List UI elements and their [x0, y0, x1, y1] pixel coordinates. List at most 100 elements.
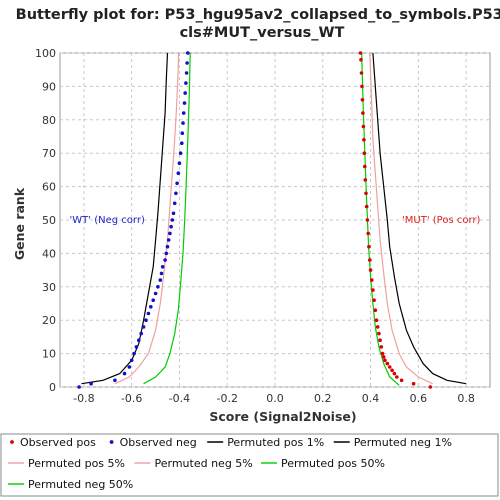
data-point — [165, 244, 170, 249]
data-point — [364, 204, 369, 209]
legend-label: Permuted pos 1% — [227, 436, 324, 449]
data-point — [387, 365, 392, 369]
x-tick-label: 0.4 — [362, 392, 380, 405]
series-line-permuted-neg-1- — [81, 52, 169, 385]
data-point — [169, 224, 173, 229]
data-point — [181, 111, 186, 115]
data-point — [395, 375, 399, 379]
data-point — [153, 291, 158, 296]
legend-label: Permuted pos 50% — [281, 457, 385, 470]
data-point — [182, 101, 187, 105]
legend: Observed pos Observed neg Permuted pos 1% P… — [0, 433, 499, 497]
series-line-permuted-pos-1- — [372, 52, 467, 385]
data-point — [180, 141, 184, 145]
data-point — [385, 361, 390, 366]
data-point — [174, 191, 178, 196]
series-line-permuted-neg-50- — [143, 52, 191, 385]
x-tick-label: -0.8 — [73, 392, 94, 405]
legend-label: Permuted neg 1% — [354, 436, 452, 449]
data-point — [144, 318, 148, 323]
data-point — [380, 351, 385, 356]
data-point — [141, 325, 146, 329]
data-point — [377, 331, 381, 336]
data-point — [378, 338, 382, 343]
data-point — [363, 164, 367, 169]
data-point — [185, 61, 189, 65]
data-point — [164, 251, 169, 256]
data-point — [366, 231, 371, 236]
data-point — [151, 298, 155, 303]
annotation-layer: 'WT' (Neg corr) 'MUT' (Pos corr) — [70, 215, 481, 226]
data-point — [374, 318, 379, 323]
legend-box — [0, 433, 499, 497]
y-tick-label: 40 — [42, 247, 56, 260]
data-point — [362, 138, 366, 142]
data-point — [360, 84, 364, 89]
y-tick-label: 0 — [49, 381, 56, 394]
legend-marker — [10, 440, 14, 444]
x-tick-label: 0.2 — [314, 392, 332, 405]
data-point — [113, 378, 117, 383]
data-point — [184, 71, 189, 75]
data-point — [186, 51, 190, 55]
data-point — [158, 278, 163, 282]
data-point — [375, 325, 380, 329]
data-point — [134, 345, 139, 349]
data-point — [392, 371, 397, 376]
legend-item: Permuted pos 5% — [8, 457, 125, 470]
x-tick-label: -0.2 — [216, 392, 237, 405]
data-point — [149, 305, 153, 309]
data-point — [175, 181, 179, 186]
legend-item: Observed pos — [10, 436, 96, 449]
y-tick-label: 10 — [42, 348, 56, 361]
x-tick-label: -0.6 — [121, 392, 142, 405]
x-tick-label: 0.8 — [457, 392, 475, 405]
legend-label: Permuted neg 50% — [28, 478, 133, 491]
y-tick-label: 60 — [42, 181, 56, 194]
x-tick-label: -0.4 — [169, 392, 190, 405]
data-point — [139, 331, 143, 336]
data-point — [428, 385, 433, 389]
data-point — [160, 265, 165, 269]
data-point — [180, 131, 185, 135]
series-line-permuted-neg-5- — [114, 52, 180, 385]
data-point — [373, 308, 378, 313]
x-axis-label: Score (Signal2Noise) — [209, 409, 356, 424]
data-point — [372, 298, 376, 303]
data-point — [166, 238, 171, 242]
data-point — [159, 271, 164, 276]
legend-item: Permuted neg 5% — [134, 457, 253, 470]
legend-label: Permuted pos 5% — [28, 457, 125, 470]
legend-item: Permuted pos 50% — [261, 457, 385, 470]
series-line-permuted-pos-5- — [369, 52, 433, 385]
data-point — [361, 124, 366, 129]
data-point — [363, 178, 368, 182]
axis-ticks: -0.8 -0.6 -0.4 -0.2 0.0 0.2 0.4 0.6 0.8 0 10 20 30 40… — [35, 47, 475, 405]
data-point — [171, 211, 176, 216]
data-point — [383, 358, 387, 363]
data-point — [122, 371, 127, 376]
data-point — [137, 338, 141, 343]
series-points-observed-neg — [77, 51, 190, 389]
legend-label: Observed neg — [120, 436, 197, 449]
data-point — [184, 81, 188, 85]
data-point — [156, 285, 160, 289]
legend-label: Observed pos — [20, 436, 96, 449]
data-point — [172, 201, 177, 206]
data-point — [390, 368, 394, 373]
y-axis-label: Gene rank — [12, 187, 27, 260]
y-tick-label: 20 — [42, 314, 56, 327]
data-point — [146, 311, 151, 316]
legend-item: Observed neg — [109, 436, 197, 449]
data-point — [170, 218, 175, 222]
series-layer — [77, 51, 467, 389]
data-point — [163, 258, 167, 262]
data-point — [379, 345, 384, 349]
data-point — [368, 268, 373, 272]
y-tick-label: 80 — [42, 114, 56, 127]
legend-marker — [109, 440, 114, 444]
annotation-label: 'MUT' (Pos corr) — [402, 215, 480, 226]
data-point — [129, 358, 134, 363]
data-point — [176, 171, 181, 175]
